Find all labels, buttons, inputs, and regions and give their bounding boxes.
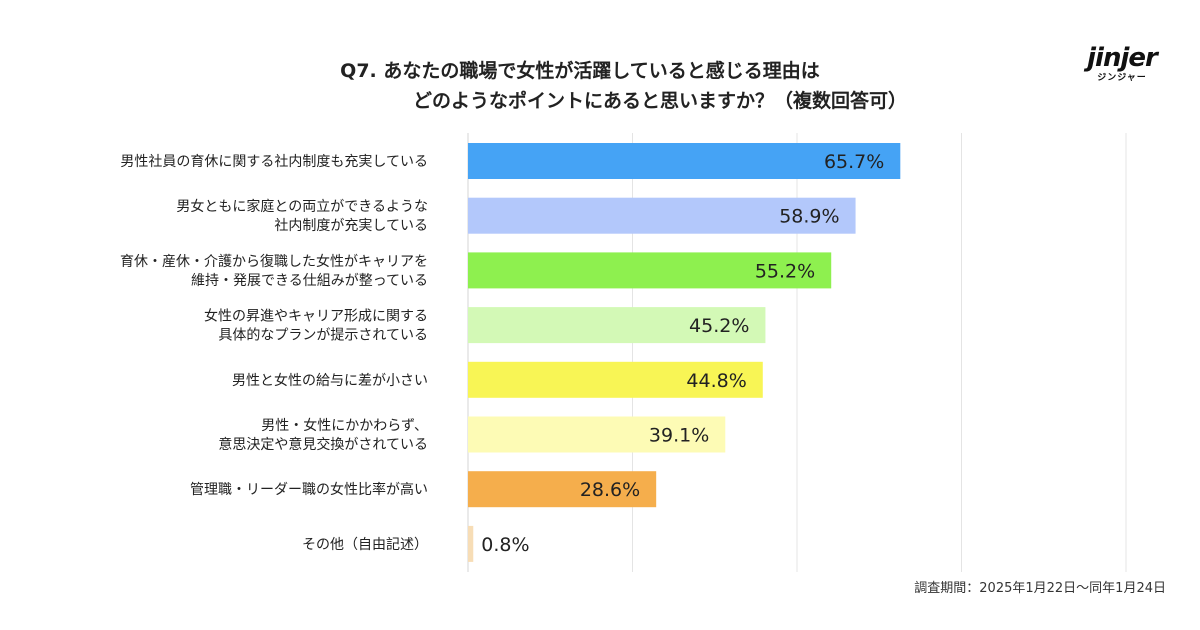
category-label: 男性と女性の給与に差が小さい xyxy=(232,372,428,389)
category-label: 育休・産休・介護から復職した女性がキャリアを xyxy=(120,253,428,270)
bar xyxy=(468,361,763,398)
bar xyxy=(468,471,657,508)
bar xyxy=(468,197,856,234)
chart-title-line-1: Q7. あなたの職場で女性が活躍していると感じる理由は xyxy=(340,60,820,82)
category-label: 意思決定や意見交換がされている xyxy=(218,436,428,453)
bar xyxy=(468,143,901,179)
category-label: その他（自由記述） xyxy=(302,536,428,553)
bar-value-label: 44.8% xyxy=(686,370,746,392)
category-label: 男女ともに家庭との両立ができるような xyxy=(176,198,428,215)
logo-wordmark: jinjer xyxy=(1087,43,1158,73)
bar-value-label: 55.2% xyxy=(755,260,815,282)
category-label: 男性・女性にかかわらず、 xyxy=(261,417,428,434)
bar-value-label: 39.1% xyxy=(649,425,709,447)
category-label: 維持・発展できる仕組みが整っている xyxy=(191,273,428,289)
chart-title-line-2: どのようなポイントにあると思いますか？（複数回答可） xyxy=(412,90,907,112)
category-label: 社内制度が充実している xyxy=(274,218,428,234)
category-label: 男性社員の育休に関する社内制度も充実している xyxy=(120,154,428,170)
bar xyxy=(468,525,474,562)
category-label: 女性の昇進やキャリア形成に関する xyxy=(204,308,428,325)
logo-kana: ジンジャー xyxy=(1097,73,1147,83)
bar xyxy=(468,416,726,453)
chart-title: Q7. あなたの職場で女性が活躍していると感じる理由は どのようなポイントにある… xyxy=(0,56,1200,116)
jinjer-logo: jinjer ジンジャー xyxy=(1082,44,1162,84)
bar-value-label: 45.2% xyxy=(689,315,749,337)
bar-value-label: 28.6% xyxy=(580,479,640,501)
bar-value-label: 58.9% xyxy=(779,206,839,228)
bar-value-label: 0.8% xyxy=(481,534,529,556)
category-label: 具体的なプランが提示されている xyxy=(218,328,428,344)
bar xyxy=(468,252,832,289)
survey-period: 調査期間：2025年1月22日〜同年1月24日 xyxy=(914,581,1166,596)
category-label: 管理職・リーダー職の女性比率が高い xyxy=(190,481,428,498)
bar xyxy=(468,307,766,344)
bar-value-label: 65.7% xyxy=(824,151,884,173)
